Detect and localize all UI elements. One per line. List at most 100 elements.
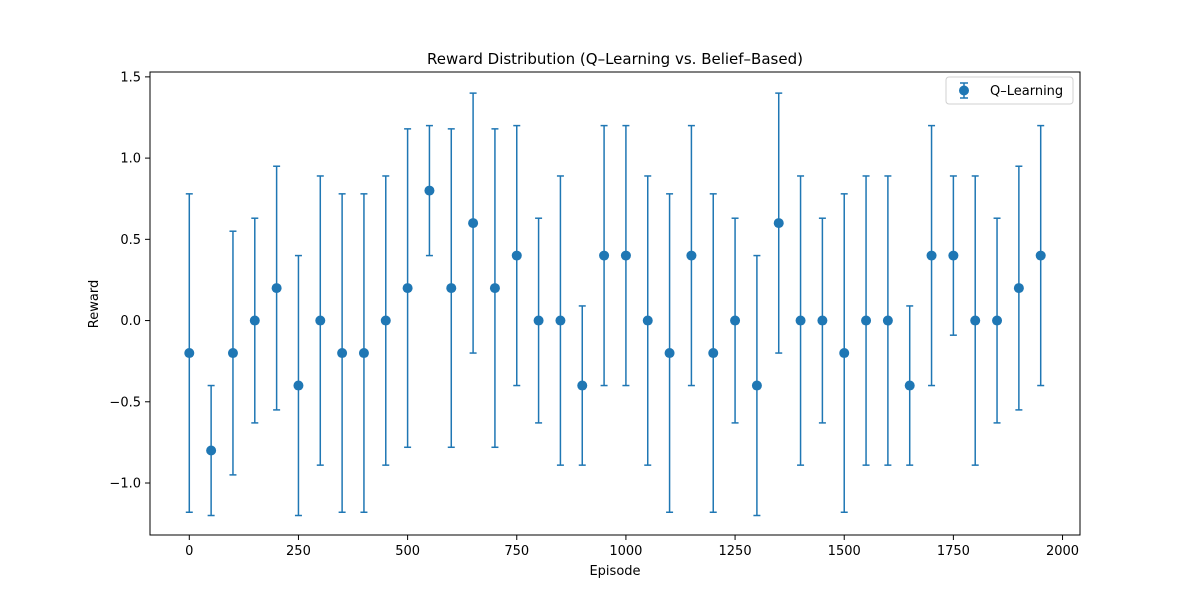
data-marker bbox=[358, 348, 369, 359]
data-marker bbox=[555, 315, 566, 326]
data-marker bbox=[817, 315, 828, 326]
data-point bbox=[773, 92, 784, 354]
data-marker bbox=[882, 315, 893, 326]
data-marker bbox=[315, 315, 326, 326]
data-marker bbox=[424, 185, 435, 196]
data-point bbox=[271, 165, 282, 411]
legend-frame bbox=[945, 76, 1074, 105]
x-tick-label: 250 bbox=[286, 544, 311, 559]
data-point bbox=[948, 175, 959, 336]
data-point bbox=[904, 305, 915, 466]
y-tick-label: 1.5 bbox=[120, 70, 141, 85]
data-marker bbox=[337, 348, 348, 359]
data-marker bbox=[599, 250, 610, 261]
data-point bbox=[402, 128, 413, 449]
data-marker bbox=[773, 218, 784, 229]
data-point bbox=[686, 124, 697, 387]
x-tick-label: 1000 bbox=[609, 544, 642, 559]
data-point bbox=[620, 124, 631, 387]
data-point bbox=[861, 175, 872, 466]
data-point bbox=[555, 175, 566, 466]
data-point bbox=[315, 175, 326, 466]
data-point bbox=[817, 217, 828, 424]
data-point bbox=[730, 217, 741, 424]
data-marker bbox=[271, 283, 282, 294]
data-point bbox=[664, 193, 675, 514]
data-point bbox=[468, 92, 479, 354]
data-point bbox=[839, 193, 850, 514]
data-point bbox=[489, 128, 500, 449]
data-point bbox=[926, 124, 937, 387]
y-axis-label: Reward bbox=[87, 280, 102, 328]
data-marker bbox=[861, 315, 872, 326]
data-point bbox=[380, 175, 391, 466]
legend-marker bbox=[959, 85, 969, 96]
data-marker bbox=[948, 250, 959, 261]
data-point bbox=[533, 217, 544, 424]
y-tick-label: 0.5 bbox=[120, 233, 141, 248]
y-tick-label: −1.0 bbox=[109, 477, 141, 492]
data-point bbox=[206, 384, 217, 517]
x-tick-label: 1750 bbox=[937, 544, 970, 559]
data-marker bbox=[839, 348, 850, 359]
data-marker bbox=[533, 315, 544, 326]
data-point bbox=[751, 254, 762, 517]
data-marker bbox=[992, 315, 1003, 326]
data-marker bbox=[751, 380, 762, 391]
x-tick-label: 750 bbox=[504, 544, 529, 559]
data-point bbox=[337, 193, 348, 514]
x-tick-label: 500 bbox=[395, 544, 420, 559]
data-marker bbox=[184, 348, 195, 359]
data-marker bbox=[970, 315, 981, 326]
data-marker bbox=[577, 380, 588, 391]
y-tick-label: −0.5 bbox=[109, 395, 141, 410]
data-marker bbox=[1013, 283, 1024, 294]
data-marker bbox=[380, 315, 391, 326]
data-point bbox=[293, 254, 304, 517]
data-point bbox=[227, 230, 238, 476]
data-marker bbox=[926, 250, 937, 261]
data-marker bbox=[795, 315, 806, 326]
data-marker bbox=[664, 348, 675, 359]
y-tick-label: 1.0 bbox=[120, 152, 141, 167]
data-point bbox=[642, 175, 653, 466]
data-marker bbox=[227, 348, 238, 359]
x-axis-label: Episode bbox=[589, 564, 640, 579]
data-marker bbox=[489, 283, 500, 294]
data-marker bbox=[686, 250, 697, 261]
plot-frame bbox=[149, 71, 1081, 536]
data-marker bbox=[468, 218, 479, 229]
x-tick-label: 0 bbox=[185, 544, 193, 559]
data-marker bbox=[1035, 250, 1046, 261]
data-marker bbox=[730, 315, 741, 326]
y-tick-label: 0.0 bbox=[120, 314, 141, 329]
data-point bbox=[1035, 124, 1046, 387]
data-point bbox=[970, 175, 981, 466]
data-point bbox=[599, 124, 610, 387]
data-point bbox=[708, 193, 719, 514]
data-point bbox=[1013, 165, 1024, 411]
data-marker bbox=[642, 315, 653, 326]
y-axis: −1.0 −0.5 0.0 0.5 1.0 1.5 bbox=[109, 70, 150, 492]
x-tick-label: 1250 bbox=[719, 544, 752, 559]
data-marker bbox=[206, 445, 217, 456]
x-tick-label: 2000 bbox=[1046, 544, 1079, 559]
data-marker bbox=[402, 283, 413, 294]
data-point bbox=[446, 128, 457, 449]
x-axis: 0 250 500 750 1000 1250 1500 1750 2000 bbox=[185, 535, 1079, 559]
data-point bbox=[795, 175, 806, 466]
x-tick-label: 1500 bbox=[828, 544, 861, 559]
data-point bbox=[992, 217, 1003, 424]
data-point bbox=[424, 124, 435, 257]
data-marker bbox=[446, 283, 457, 294]
plot-area bbox=[184, 92, 1046, 517]
data-point bbox=[249, 217, 260, 424]
data-point bbox=[882, 175, 893, 466]
data-marker bbox=[904, 380, 915, 391]
data-marker bbox=[249, 315, 260, 326]
data-marker bbox=[511, 250, 522, 261]
data-point bbox=[511, 124, 522, 387]
data-point bbox=[184, 193, 195, 514]
legend: Q–Learning bbox=[945, 76, 1074, 105]
